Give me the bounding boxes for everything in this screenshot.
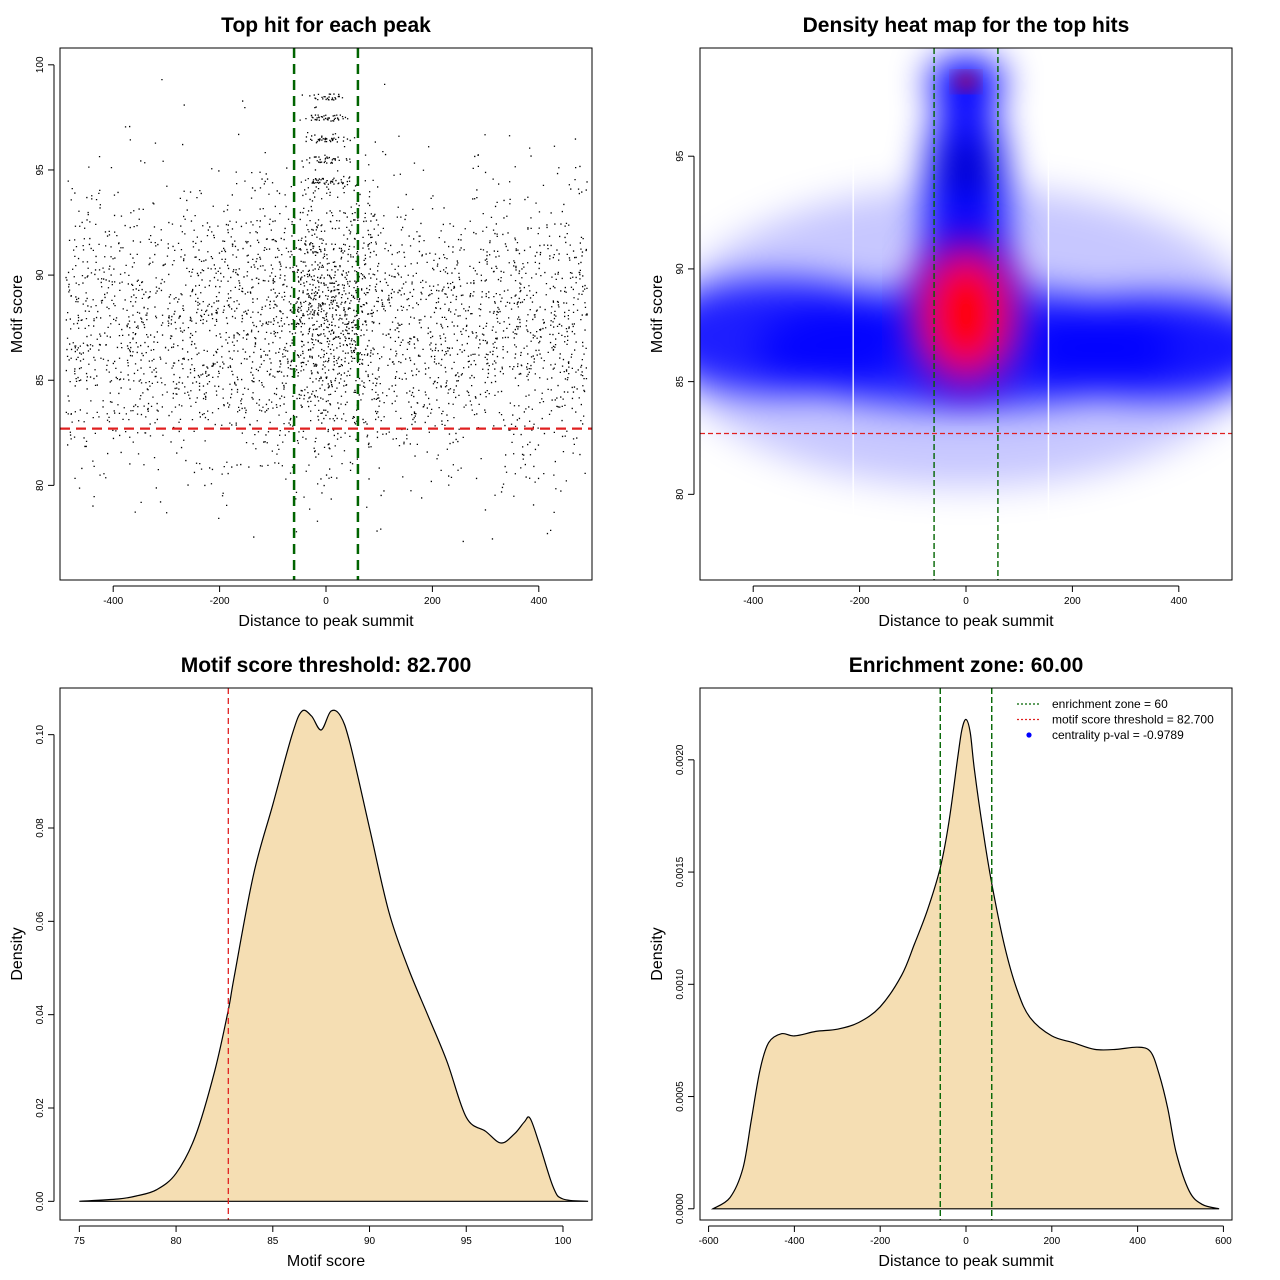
score-density-curve (79, 709, 589, 1202)
x-tick-label: -200 (210, 596, 230, 607)
y-tick-label: 85 (35, 374, 46, 386)
legend-item: enrichment zone = 60 (1017, 697, 1168, 711)
score-density-x-label: Motif score (287, 1253, 365, 1270)
x-tick-label: 400 (1170, 596, 1187, 607)
legend-item: motif score threshold = 82.700 (1017, 713, 1214, 727)
scatter-y-axis: 80 85 90 95 100 (35, 56, 55, 491)
x-tick-label: 0 (323, 596, 329, 607)
y-tick-label: 0.00 (35, 1191, 46, 1211)
x-tick-label: 400 (530, 596, 547, 607)
x-tick-label: -400 (743, 596, 763, 607)
score-density-y-label: Density (9, 927, 26, 980)
y-tick-label: 0.08 (35, 818, 46, 838)
heatmap-x-axis: -400 -200 0 200 400 (743, 585, 1188, 607)
y-tick-label: 80 (675, 488, 686, 500)
score-density-y-axis: 0.00 0.02 0.04 0.06 0.08 0.10 (35, 724, 55, 1211)
distance-density-x-label: Distance to peak summit (878, 1253, 1054, 1270)
heat-blob (924, 256, 1008, 372)
y-tick-label: 90 (675, 263, 686, 275)
y-tick-label: 0.06 (35, 911, 46, 931)
score-density-plot-frame (59, 687, 593, 1221)
y-tick-label: 0.0000 (675, 1193, 686, 1224)
y-tick-label: 80 (35, 479, 46, 491)
y-tick-label: 0.10 (35, 724, 46, 744)
x-tick-label: -600 (699, 1236, 719, 1247)
legend-label: centrality p-val = -0.9789 (1052, 728, 1184, 742)
x-tick-label: 90 (364, 1236, 376, 1247)
x-tick-label: 100 (555, 1236, 572, 1247)
distance-density-y-axis: 0.0000 0.0005 0.0010 0.0015 0.0020 (675, 744, 695, 1224)
heat-blob (954, 72, 978, 91)
panel-heatmap: Density heat map for the top hits -400 -2… (649, 14, 1233, 630)
heatmap-density (700, 48, 1232, 580)
y-tick-label: 95 (35, 164, 46, 176)
score-density-x-axis: 75 80 85 90 95 100 (74, 1225, 572, 1247)
scatter-plot-frame (59, 47, 593, 581)
panel-distance-density: Enrichment zone: 60.00 -600 -400 -200 0 200 4… (649, 654, 1233, 1270)
legend-label: enrichment zone = 60 (1052, 697, 1168, 711)
y-tick-label: 100 (35, 56, 46, 73)
x-tick-label: 200 (1043, 1236, 1060, 1247)
heatmap-y-axis: 80 85 90 95 (675, 150, 695, 500)
distance-zone-lines (939, 688, 993, 1220)
x-tick-label: 0 (963, 1236, 969, 1247)
heatmap-plot-frame (699, 47, 1233, 581)
score-density-title: Motif score threshold: 82.700 (181, 654, 472, 677)
y-tick-label: 95 (675, 150, 686, 162)
heat-layer-top (954, 72, 978, 91)
panel-score-density: Motif score threshold: 82.700 75 80 85 90 95… (9, 654, 593, 1270)
x-tick-label: 200 (1064, 596, 1081, 607)
heatmap-y-label: Motif score (649, 275, 666, 353)
x-tick-label: 600 (1215, 1236, 1232, 1247)
legend: enrichment zone = 60 motif score threshol… (1017, 697, 1214, 742)
scatter-reference-lines (60, 48, 592, 580)
scatter-y-label: Motif score (9, 275, 26, 353)
y-tick-label: 0.02 (35, 1098, 46, 1118)
y-tick-label: 0.0020 (675, 744, 686, 775)
x-tick-label: 85 (267, 1236, 279, 1247)
heatmap-reference-lines (700, 48, 1232, 580)
y-tick-label: 0.0005 (675, 1081, 686, 1112)
distance-density-plot-frame (699, 687, 1233, 1221)
x-tick-label: -200 (850, 596, 870, 607)
distance-density-curve (710, 718, 1220, 1210)
scatter-points (65, 79, 588, 543)
heatmap-area (700, 48, 1232, 580)
heatmap-title: Density heat map for the top hits (803, 14, 1130, 37)
y-tick-label: 90 (35, 269, 46, 281)
x-tick-label: 200 (424, 596, 441, 607)
x-tick-label: 95 (461, 1236, 473, 1247)
distance-density-y-label: Density (649, 927, 666, 980)
x-tick-label: -200 (870, 1236, 890, 1247)
y-tick-label: 0.04 (35, 1004, 46, 1024)
x-tick-label: -400 (103, 596, 123, 607)
scatter-title: Top hit for each peak (221, 14, 431, 37)
x-tick-label: 75 (74, 1236, 86, 1247)
legend-point-icon (1026, 732, 1032, 738)
y-tick-label: 85 (675, 376, 686, 388)
heat-blob (936, 139, 996, 196)
scatter-point-cloud (65, 79, 588, 543)
y-tick-label: 0.0010 (675, 969, 686, 1000)
heat-layer-hot (906, 234, 1026, 394)
distance-density-title: Enrichment zone: 60.00 (849, 654, 1084, 677)
score-density-area (79, 688, 589, 1220)
y-tick-label: 0.0015 (675, 856, 686, 887)
scatter-x-axis: -400 -200 0 200 400 (103, 585, 548, 607)
legend-item: centrality p-val = -0.9789 (1026, 728, 1184, 742)
heatmap-x-label: Distance to peak summit (878, 613, 1054, 630)
distance-density-area (710, 688, 1220, 1220)
panel-scatter: Top hit for each peak -400 -200 0 200 400 80… (9, 14, 593, 630)
x-tick-label: 400 (1129, 1236, 1146, 1247)
distance-density-x-axis: -600 -400 -200 0 200 400 600 (699, 1225, 1232, 1247)
scatter-x-label: Distance to peak summit (238, 613, 414, 630)
x-tick-label: 0 (963, 596, 969, 607)
x-tick-label: 80 (171, 1236, 183, 1247)
x-tick-label: -400 (784, 1236, 804, 1247)
legend-label: motif score threshold = 82.700 (1052, 713, 1214, 727)
